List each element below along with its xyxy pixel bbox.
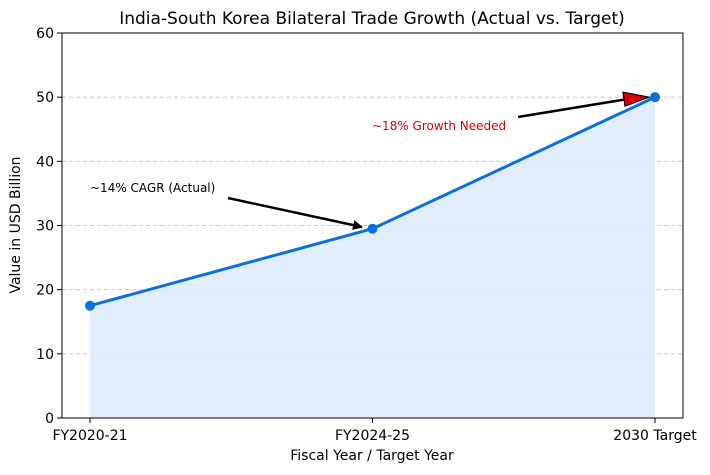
y-tick-label: 30 xyxy=(36,219,54,235)
annotation-arrow-growth-shaft xyxy=(517,97,628,119)
data-point xyxy=(650,92,660,103)
chart-title: India-South Korea Bilateral Trade Growth… xyxy=(119,9,625,29)
annotation-arrow-cagr xyxy=(227,196,363,230)
area-fill xyxy=(90,97,655,419)
x-axis-ticks: FY2020-21 FY2024-25 2030 Target xyxy=(52,418,697,444)
x-tick-label: FY2024-25 xyxy=(335,428,410,444)
data-point xyxy=(367,223,378,234)
area-fill-shape xyxy=(90,97,655,419)
data-points xyxy=(85,92,660,311)
annotations: ~14% CAGR (Actual) ~18% Growth Needed xyxy=(90,91,652,230)
x-axis-label: Fiscal Year / Target Year xyxy=(290,448,454,464)
x-tick-label: 2030 Target xyxy=(613,428,697,444)
y-axis-ticks: 0 10 20 30 40 50 60 xyxy=(36,26,62,427)
annotation-cagr-actual: ~14% CAGR (Actual) xyxy=(90,181,215,195)
annotation-arrow-growth-head xyxy=(622,91,652,107)
y-tick-label: 20 xyxy=(36,283,54,299)
data-point xyxy=(85,300,95,311)
y-tick-label: 60 xyxy=(36,26,54,42)
y-tick-label: 40 xyxy=(36,154,54,170)
x-tick-label: FY2020-21 xyxy=(52,428,127,444)
y-tick-label: 50 xyxy=(36,90,54,106)
annotation-growth-needed: ~18% Growth Needed xyxy=(372,119,506,133)
y-axis-label: Value in USD Billion xyxy=(8,156,24,293)
y-tick-label: 10 xyxy=(36,347,54,363)
y-tick-label: 0 xyxy=(45,411,54,427)
